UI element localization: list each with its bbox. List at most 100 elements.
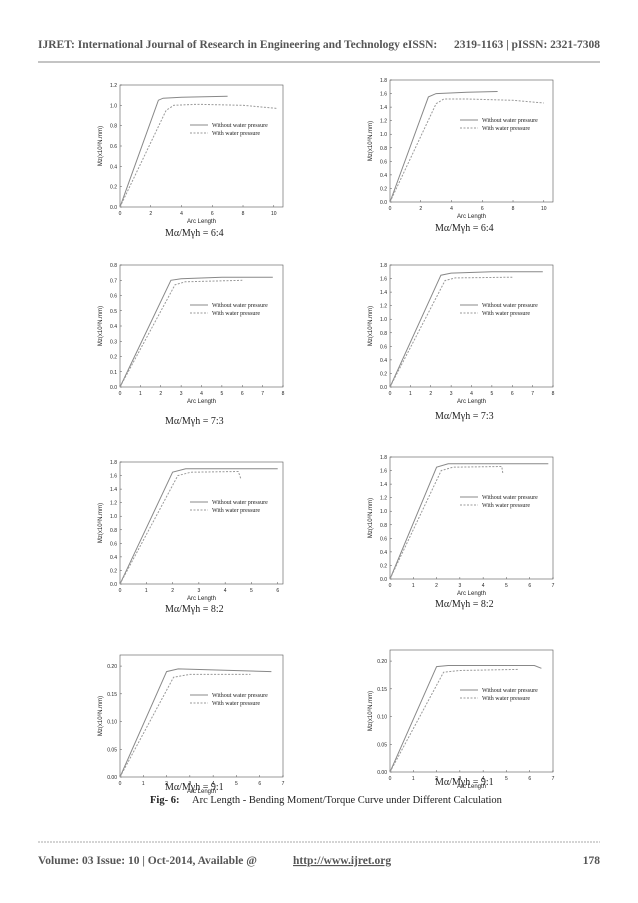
y-tick-label: 1.4 [380, 290, 387, 296]
x-tick-label: 4 [482, 583, 485, 589]
y-tick-label: 1.2 [110, 83, 117, 89]
y-tick-label: 1.4 [380, 482, 387, 488]
x-tick-label: 0 [119, 211, 122, 217]
legend-label: With water pressure [212, 311, 260, 317]
x-axis-label: Arc Length [457, 784, 486, 790]
series-line [389, 465, 504, 580]
x-tick-label: 7 [531, 391, 534, 397]
panel-caption: Mα/Mγh = 8:2 [435, 599, 494, 610]
x-tick-label: 10 [541, 206, 547, 212]
x-tick-label: 6 [276, 588, 279, 594]
plot-frame [119, 264, 284, 388]
legend-label: Without water pressure [482, 688, 538, 694]
y-tick-label: 0.8 [380, 523, 387, 529]
y-tick-label: 1.4 [110, 487, 117, 493]
x-tick-label: 1 [412, 776, 415, 782]
x-axis-label: Arc Length [187, 596, 216, 602]
y-tick-label: 0.20 [107, 664, 117, 670]
y-axis-label: Mz(x10⁶N.mm) [97, 306, 104, 346]
panel-caption: Mα/Mγh = 9:1 [435, 777, 494, 788]
x-tick-label: 4 [180, 211, 183, 217]
y-tick-label: 0.6 [110, 294, 117, 300]
legend-label: With water pressure [482, 311, 530, 317]
x-tick-label: 4 [200, 391, 203, 397]
plot-frame [389, 649, 554, 773]
series-line [119, 470, 242, 585]
series-line [389, 271, 543, 388]
x-tick-label: 3 [458, 583, 461, 589]
legend-label: Without water pressure [482, 303, 538, 309]
x-axis-label: Arc Length [457, 399, 486, 405]
footer-volume: Volume: 03 Issue: 10 | Oct-2014, Availab… [38, 855, 257, 867]
y-tick-label: 1.2 [380, 496, 387, 502]
x-tick-label: 8 [552, 391, 555, 397]
y-tick-label: 0.0 [380, 577, 387, 583]
y-tick-label: 0.00 [107, 775, 117, 781]
y-axis-label: Mz(x10⁶N.mm) [367, 306, 374, 346]
y-tick-label: 0.8 [110, 263, 117, 269]
legend-label: With water pressure [212, 508, 260, 514]
y-axis-label: Mz(x10⁶N.mm) [97, 696, 104, 736]
x-axis-label: Arc Length [187, 399, 216, 405]
y-tick-label: 1.6 [110, 474, 117, 480]
series-line [119, 668, 272, 778]
y-tick-label: 1.6 [380, 92, 387, 98]
y-tick-label: 0.8 [110, 124, 117, 130]
x-tick-label: 1 [409, 391, 412, 397]
x-tick-label: 3 [188, 781, 191, 787]
y-tick-label: 1.6 [380, 277, 387, 283]
y-tick-label: 0.6 [380, 536, 387, 542]
y-tick-label: 0.20 [377, 659, 387, 665]
x-tick-label: 8 [282, 391, 285, 397]
panel-caption: Mα/Mγh = 7:3 [165, 416, 224, 427]
x-tick-label: 5 [220, 391, 223, 397]
y-tick-label: 0.0 [110, 582, 117, 588]
series-line [389, 668, 519, 773]
x-tick-label: 0 [389, 583, 392, 589]
y-tick-label: 0.05 [107, 747, 117, 753]
y-tick-label: 1.2 [380, 304, 387, 310]
figure-label: Fig- 6: [150, 795, 179, 806]
x-tick-label: 6 [258, 781, 261, 787]
y-tick-label: 1.6 [380, 469, 387, 475]
x-tick-label: 5 [490, 391, 493, 397]
series-line [389, 276, 513, 388]
y-tick-label: 1.2 [110, 501, 117, 507]
x-tick-label: 1 [139, 391, 142, 397]
x-tick-label: 2 [165, 781, 168, 787]
header-journal: IJRET: International Journal of Research… [38, 39, 437, 51]
x-tick-label: 5 [505, 776, 508, 782]
y-tick-label: 0.4 [380, 550, 387, 556]
x-tick-label: 6 [241, 391, 244, 397]
y-tick-label: 1.0 [380, 317, 387, 323]
legend-label: Without water pressure [212, 693, 268, 699]
series-line [119, 279, 243, 388]
x-tick-label: 6 [481, 206, 484, 212]
x-tick-label: 10 [271, 211, 277, 217]
plot-frame [119, 84, 284, 208]
y-axis-label: Mz(x10⁶N.mm) [367, 121, 374, 161]
series-line [119, 468, 278, 585]
y-tick-label: 0.4 [380, 358, 387, 364]
y-tick-label: 0.2 [380, 371, 387, 377]
y-tick-label: 0.0 [380, 200, 387, 206]
footer-link[interactable]: http://www.ijret.org [293, 855, 391, 867]
x-tick-label: 7 [552, 583, 555, 589]
y-tick-label: 0.15 [377, 687, 387, 693]
x-tick-label: 2 [435, 776, 438, 782]
x-tick-label: 6 [211, 211, 214, 217]
y-tick-label: 1.0 [110, 514, 117, 520]
legend-label: With water pressure [482, 503, 530, 509]
x-tick-label: 4 [224, 588, 227, 594]
x-tick-label: 0 [389, 391, 392, 397]
y-tick-label: 0.5 [110, 309, 117, 315]
x-tick-label: 7 [282, 781, 285, 787]
plot-frame [389, 79, 554, 203]
y-tick-label: 0.0 [110, 385, 117, 391]
series-line [389, 98, 544, 203]
y-axis-label: Mz(x10⁶N.mm) [97, 503, 104, 543]
y-tick-label: 0.2 [110, 355, 117, 361]
y-tick-label: 0.4 [380, 173, 387, 179]
series-line [119, 95, 228, 208]
